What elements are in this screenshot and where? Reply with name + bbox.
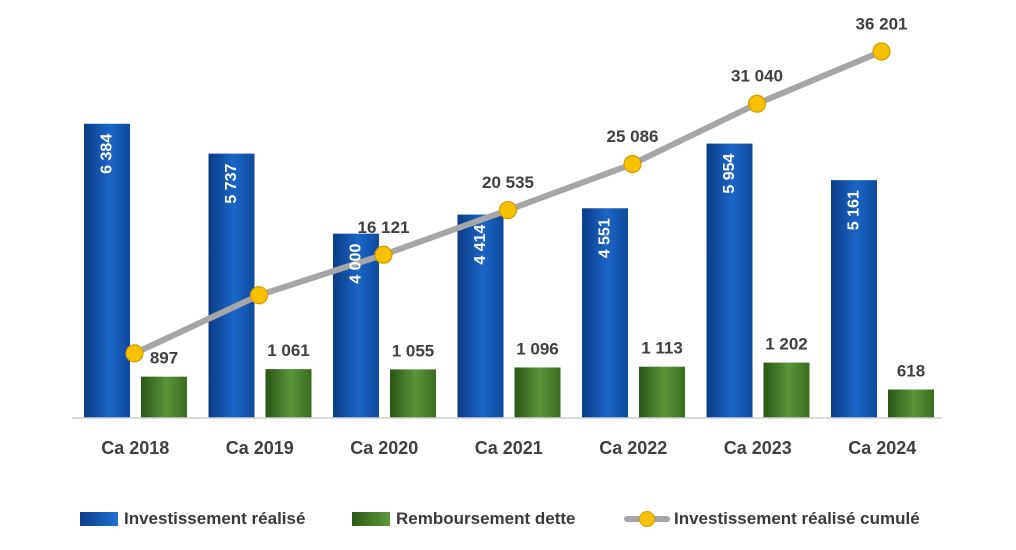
bar-remboursement-label: 1 055 — [392, 341, 435, 360]
bar-investissement — [706, 143, 753, 418]
bar-remboursement-label: 1 096 — [516, 339, 559, 358]
bar-investissement-label: 5 161 — [846, 190, 863, 230]
legend-swatch-blue-bar — [80, 512, 118, 526]
x-tick-label: Ca 2021 — [475, 438, 543, 458]
bar-remboursement — [888, 389, 934, 418]
chart-svg: 6 384 897 Ca 2018 5 737 1 061 Ca 2019 4 000 1 0… — [72, 14, 942, 458]
line-cumule-point — [623, 154, 642, 174]
bar-investissement-label: 6 384 — [99, 134, 116, 174]
bar-investissement-label: 5 737 — [223, 164, 240, 204]
bars-layer — [84, 123, 934, 419]
bar-investissement-label: 5 954 — [721, 154, 738, 194]
bar-remboursement — [514, 367, 561, 418]
x-tick-label: Ca 2024 — [848, 438, 916, 458]
legend-item-cumule: Investissement réalisé cumulé — [624, 504, 920, 534]
legend-label-cumule: Investissement réalisé cumulé — [674, 509, 920, 528]
line-cumule-label: 16 121 — [358, 218, 410, 237]
labels-layer: 6 384 897 Ca 2018 5 737 1 061 Ca 2019 4 000 1 0… — [99, 14, 926, 458]
bar-investissement — [208, 153, 255, 419]
bar-investissement-label: 4 414 — [472, 224, 489, 264]
x-tick-label: Ca 2019 — [226, 438, 294, 458]
bar-investissement-label: 4 551 — [597, 218, 614, 258]
x-tick-label: Ca 2022 — [599, 438, 667, 458]
line-cumule-point — [747, 94, 767, 113]
bar-investissement — [831, 180, 877, 418]
line-cumule-label: 20 535 — [482, 173, 534, 192]
legend-item-investissement: Investissement réalisé — [80, 504, 305, 534]
bar-remboursement-label: 1 113 — [641, 339, 683, 358]
bar-remboursement — [390, 369, 436, 418]
x-tick-label: Ca 2018 — [101, 438, 169, 458]
line-layer — [125, 42, 891, 363]
bar-investissement — [84, 123, 130, 418]
bar-remboursement-label: 618 — [897, 362, 925, 381]
legend-swatch-line-marker — [624, 509, 670, 529]
line-cumule-label: 31 040 — [731, 67, 783, 86]
legend: Investissement réalisé Remboursement det… — [0, 504, 1016, 534]
bar-remboursement-label: 1 061 — [267, 341, 310, 360]
bar-investissement-label: 4 000 — [348, 244, 365, 284]
x-tick-label: Ca 2020 — [350, 438, 418, 458]
bar-investissement — [457, 214, 504, 418]
bar-investissement — [582, 208, 628, 418]
legend-item-remboursement: Remboursement dette — [352, 504, 575, 534]
bar-remboursement — [141, 376, 187, 418]
line-cumule-label: 25 086 — [607, 127, 659, 146]
bar-remboursement — [639, 366, 685, 418]
legend-swatch-green-bar — [352, 512, 390, 526]
legend-label-remboursement: Remboursement dette — [396, 509, 576, 528]
line-cumule-point — [249, 286, 269, 305]
bar-remboursement-label: 1 202 — [765, 335, 808, 354]
bar-remboursement-label: 897 — [150, 349, 178, 368]
line-cumule-point — [374, 245, 393, 264]
x-tick-label: Ca 2023 — [724, 438, 792, 458]
line-cumule-point — [125, 344, 144, 363]
bar-remboursement — [763, 362, 810, 418]
line-cumule-point — [498, 200, 518, 220]
bar-remboursement — [265, 369, 312, 418]
line-cumule-label: 36 201 — [856, 14, 908, 33]
line-cumule-point — [872, 42, 891, 61]
legend-label-investissement: Investissement réalisé — [124, 509, 306, 528]
